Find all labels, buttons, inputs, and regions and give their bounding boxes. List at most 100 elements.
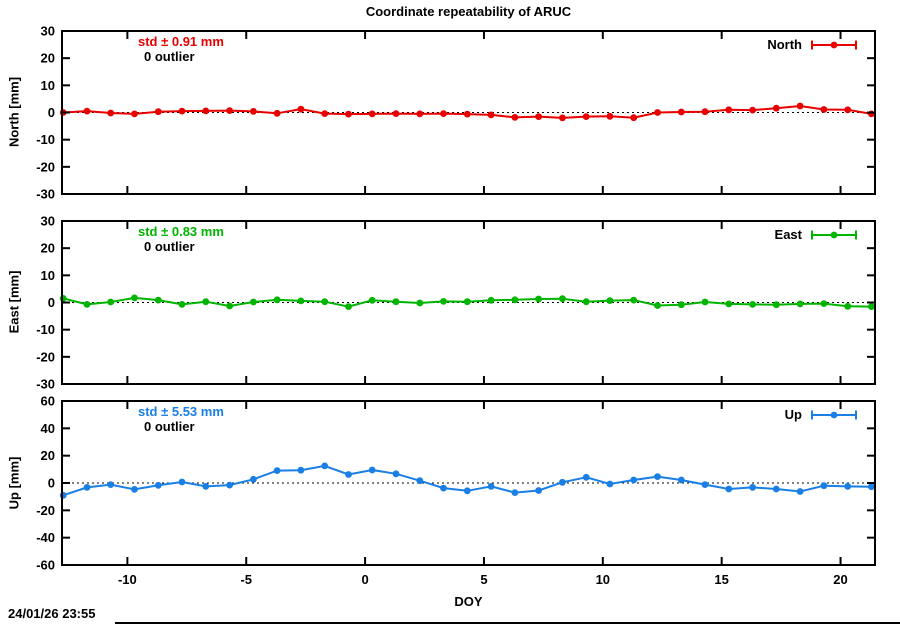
east-data-point — [392, 298, 400, 306]
up-legend: Up — [785, 407, 858, 422]
up-y-tick-label: 20 — [41, 448, 55, 463]
east-y-tick-label: -30 — [36, 377, 55, 392]
east-data-point — [202, 298, 210, 306]
north-data-point — [654, 109, 661, 116]
up-data-point — [535, 487, 542, 494]
east-data-point — [131, 294, 138, 302]
up-data-point — [273, 467, 281, 474]
north-data-point — [440, 110, 447, 117]
up-subplot: -10 -5 0 5 10 15 20 60 40 20 0 -20 -40 -60 — [36, 394, 876, 587]
east-data-point — [59, 295, 67, 302]
east-y-tick-label: -20 — [36, 349, 55, 364]
east-data-point — [178, 301, 186, 308]
east-data-point — [677, 301, 685, 309]
up-data-point — [606, 480, 614, 488]
north-data-point — [701, 108, 709, 116]
east-data-point — [368, 296, 376, 304]
up-data-point — [725, 485, 733, 493]
up-data-point — [868, 483, 875, 491]
north-outlier-label: 0 outlier — [144, 49, 195, 64]
north-plot-border — [61, 30, 876, 195]
east-errorbar-icon — [810, 229, 858, 241]
east-data-point — [463, 298, 471, 306]
north-data-point — [321, 110, 329, 117]
up-data-point — [487, 483, 495, 490]
north-std-label: std ± 0.91 mm — [138, 34, 224, 49]
east-data-point — [868, 303, 875, 310]
north-data-point — [107, 109, 115, 117]
up-std-label: std ± 5.53 mm — [138, 404, 224, 419]
up-data-point — [226, 481, 234, 489]
north-data-point — [178, 107, 186, 115]
east-data-point — [321, 298, 329, 306]
plot-timestamp: 24/01/26 23:55 — [8, 606, 96, 621]
north-axis-title: North [mm] — [6, 76, 22, 148]
up-data-point — [677, 476, 685, 484]
up-outlier-label: 0 outlier — [144, 419, 195, 434]
north-legend: North — [767, 37, 858, 52]
up-axis-title: Up [mm] — [6, 456, 22, 510]
east-data-point — [844, 302, 852, 310]
up-data-point — [582, 473, 590, 481]
east-axis-title: East [mm] — [6, 270, 22, 334]
x-tick-label: 20 — [833, 572, 847, 587]
east-data-point — [559, 295, 566, 303]
east-data-point — [297, 297, 305, 305]
up-data-point — [131, 486, 138, 493]
up-data-point — [559, 478, 566, 486]
east-legend: East — [775, 227, 858, 242]
north-data-point — [796, 102, 804, 110]
east-plot-border — [61, 220, 876, 385]
up-data-point — [368, 466, 376, 474]
east-data-point — [606, 297, 614, 304]
east-data-point — [630, 296, 638, 304]
north-data-point — [416, 110, 424, 118]
up-data-point — [83, 484, 91, 491]
up-y-tick-label: 40 — [41, 421, 55, 436]
east-data-point — [487, 296, 495, 304]
x-tick-label: 0 — [361, 572, 368, 587]
east-y-tick-label: 30 — [41, 214, 55, 229]
up-legend-label: Up — [784, 407, 802, 422]
up-y-tick-label: -40 — [36, 530, 55, 545]
east-data-point — [440, 298, 447, 305]
up-data-point — [297, 466, 305, 474]
north-legend-label: North — [767, 37, 802, 52]
north-data-point — [250, 108, 257, 115]
east-data-point — [83, 301, 91, 308]
east-subplot: 30 20 10 0 -10 -20 -30 — [36, 214, 876, 392]
east-data-point — [796, 300, 804, 308]
east-std-label: std ± 0.83 mm — [138, 224, 224, 239]
north-data-point — [511, 114, 519, 121]
bottom-divider — [115, 622, 900, 624]
up-data-point — [250, 475, 257, 483]
east-data-point — [582, 298, 590, 306]
east-y-tick-label: 0 — [48, 295, 55, 310]
north-y-tick-label: 30 — [41, 24, 55, 39]
up-data-point — [345, 471, 352, 478]
up-data-point — [107, 481, 115, 488]
north-y-tick-label: 0 — [48, 105, 55, 120]
north-data-point — [131, 110, 138, 118]
north-data-point — [844, 106, 852, 114]
east-y-tick-label: -10 — [36, 322, 55, 337]
north-data-point — [749, 106, 756, 114]
up-data-point — [59, 491, 67, 499]
up-data-point — [392, 470, 400, 478]
north-data-point — [535, 113, 542, 120]
east-outlier-label: 0 outlier — [144, 239, 195, 254]
east-data-point — [250, 298, 257, 306]
north-data-point — [297, 105, 305, 113]
up-y-tick-label: -20 — [36, 503, 55, 518]
east-data-point — [273, 296, 281, 304]
north-data-point — [226, 107, 234, 114]
north-data-point — [273, 109, 281, 117]
x-tick-label: 10 — [596, 572, 610, 587]
north-data-point — [677, 108, 685, 116]
east-data-point — [701, 298, 709, 306]
north-data-point — [820, 106, 828, 113]
north-data-point — [559, 114, 566, 122]
east-data-point — [345, 303, 352, 310]
